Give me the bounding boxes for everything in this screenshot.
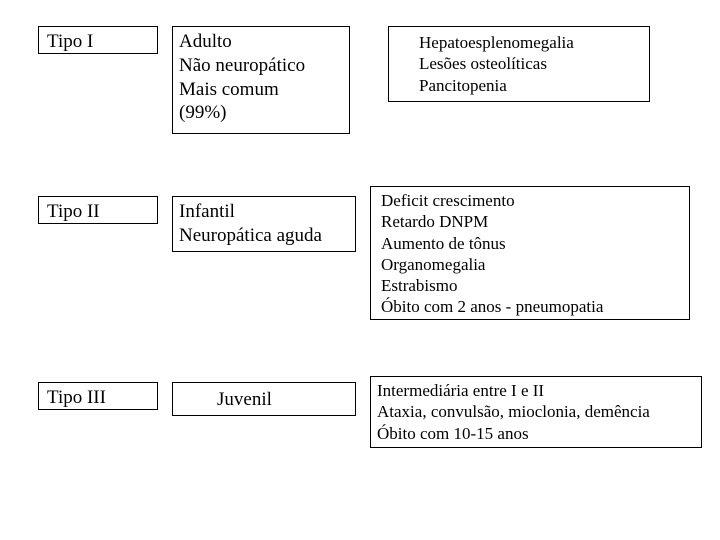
type-3-label-line: Tipo III [47, 386, 157, 410]
type-3-features: Intermediária entre I e IIAtaxia, convul… [370, 376, 702, 448]
type-2-features-line: Aumento de tônus [381, 233, 689, 254]
type-3-category: Juvenil [172, 382, 356, 416]
type-2-features-line: Óbito com 2 anos - pneumopatia [381, 296, 689, 317]
type-1-category-line: Não neuropático [179, 54, 349, 78]
type-3-category-line: Juvenil [217, 388, 355, 412]
type-2-features-line: Estrabismo [381, 275, 689, 296]
type-1-category-line: Mais comum [179, 78, 349, 102]
type-2-category: InfantilNeuropática aguda [172, 196, 356, 252]
type-3-label: Tipo III [38, 382, 158, 410]
type-2-features-line: Organomegalia [381, 254, 689, 275]
type-1-category-line: (99%) [179, 101, 349, 125]
type-1-features-line: Pancitopenia [419, 75, 649, 96]
type-2-features-line: Deficit crescimento [381, 190, 689, 211]
type-1-category-line: Adulto [179, 30, 349, 54]
type-2-features-line: Retardo DNPM [381, 211, 689, 232]
type-2-category-line: Neuropática aguda [179, 224, 355, 248]
type-1-features: HepatoesplenomegaliaLesões osteolíticasP… [388, 26, 650, 102]
type-2-label-line: Tipo II [47, 200, 157, 224]
type-1-features-line: Hepatoesplenomegalia [419, 32, 649, 53]
type-1-category: AdultoNão neuropáticoMais comum(99%) [172, 26, 350, 134]
type-2-features: Deficit crescimentoRetardo DNPMAumento d… [370, 186, 690, 320]
type-2-category-line: Infantil [179, 200, 355, 224]
type-3-features-line: Intermediária entre I e II [377, 380, 701, 401]
type-1-features-line: Lesões osteolíticas [419, 53, 649, 74]
type-1-label-line: Tipo I [47, 30, 157, 54]
type-2-label: Tipo II [38, 196, 158, 224]
type-3-features-line: Óbito com 10-15 anos [377, 423, 701, 444]
diagram-canvas: Tipo I AdultoNão neuropáticoMais comum(99… [0, 0, 720, 540]
type-3-features-line: Ataxia, convulsão, mioclonia, demência [377, 401, 701, 422]
type-1-label: Tipo I [38, 26, 158, 54]
